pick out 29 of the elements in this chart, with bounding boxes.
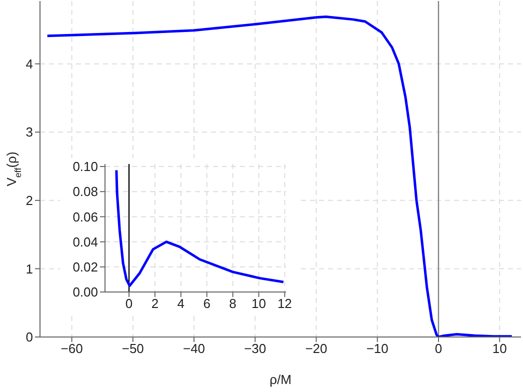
- x-tick-label: 2: [151, 296, 159, 312]
- y-tick-label: 0.02: [72, 260, 98, 275]
- y-tick-label: 3: [26, 124, 33, 140]
- x-tick-label: −10: [366, 341, 388, 356]
- x-tick-label: 0: [434, 341, 442, 356]
- y-tick-label: 0.06: [72, 209, 98, 224]
- x-tick-label: −30: [244, 341, 266, 356]
- x-tick-label: −50: [122, 341, 144, 356]
- y-tick-label: 4: [26, 56, 33, 72]
- x-tick-label: −60: [60, 341, 83, 356]
- x-tick-label: 10: [492, 341, 507, 356]
- y-tick-label: 0: [26, 330, 33, 345]
- x-tick-label: 4: [177, 296, 185, 312]
- y-tick-label: 0.04: [72, 234, 98, 250]
- y-tick-label: 0.10: [72, 159, 98, 174]
- y-tick-label: 0.00: [72, 284, 98, 300]
- y-tick-label: 0.08: [72, 184, 98, 200]
- x-axis-title: ρ/M: [270, 372, 292, 387]
- x-tick-label: 8: [229, 296, 236, 312]
- line-series: [115, 169, 285, 287]
- x-tick-label: 6: [203, 296, 210, 312]
- y-tick-label: 2: [26, 193, 33, 208]
- x-tick-label: −40: [182, 341, 206, 356]
- y-tick-label: 1: [26, 261, 33, 276]
- x-tick-label: 0: [125, 296, 133, 312]
- x-tick-label: 10: [252, 296, 266, 312]
- line-series: [46, 15, 514, 337]
- x-tick-label: −20: [305, 341, 328, 356]
- x-tick-label: 12: [277, 296, 292, 312]
